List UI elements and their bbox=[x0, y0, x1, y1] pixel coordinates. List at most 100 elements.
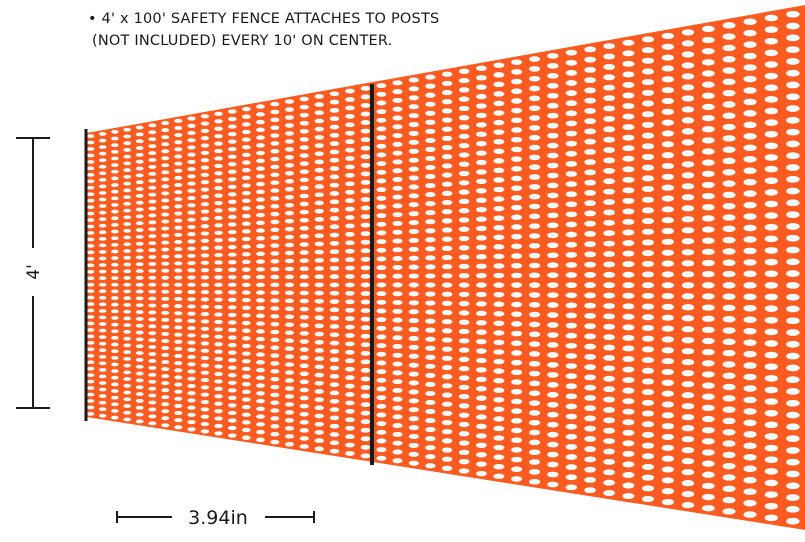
mesh-opening bbox=[493, 311, 505, 317]
mesh-opening bbox=[425, 192, 436, 198]
mesh-opening bbox=[425, 372, 436, 378]
mesh-opening bbox=[284, 354, 295, 359]
mesh-opening bbox=[641, 389, 655, 396]
mesh-opening bbox=[565, 171, 578, 177]
mesh-opening bbox=[148, 289, 157, 294]
mesh-opening bbox=[174, 168, 183, 173]
mesh-opening bbox=[475, 320, 487, 326]
mesh-opening bbox=[786, 234, 800, 242]
mesh-opening bbox=[392, 185, 403, 191]
mesh-opening bbox=[98, 374, 107, 379]
mesh-opening bbox=[458, 198, 470, 204]
mesh-opening bbox=[681, 447, 695, 454]
mesh-opening bbox=[681, 359, 695, 366]
mesh-opening bbox=[360, 111, 371, 117]
mesh-opening bbox=[376, 421, 387, 427]
mesh-opening bbox=[743, 431, 757, 438]
mesh-opening bbox=[187, 297, 196, 302]
mesh-opening bbox=[123, 390, 132, 395]
mesh-opening bbox=[241, 313, 251, 318]
mesh-opening bbox=[528, 361, 541, 367]
mesh-opening bbox=[622, 124, 635, 131]
mesh-opening bbox=[135, 371, 144, 376]
mesh-opening bbox=[200, 414, 210, 419]
mesh-opening bbox=[547, 401, 559, 408]
mesh-opening bbox=[622, 356, 635, 362]
mesh-opening bbox=[376, 221, 387, 227]
mesh-opening bbox=[458, 235, 470, 242]
mesh-opening bbox=[98, 361, 107, 366]
mesh-opening bbox=[360, 453, 371, 459]
mesh-opening bbox=[123, 215, 132, 220]
mesh-opening bbox=[187, 427, 196, 432]
mesh-opening bbox=[98, 171, 107, 176]
mesh-opening bbox=[87, 373, 95, 377]
mesh-opening bbox=[148, 213, 157, 218]
mesh-opening bbox=[376, 325, 387, 331]
mesh-opening bbox=[187, 405, 196, 410]
mesh-opening bbox=[376, 169, 387, 175]
mesh-opening bbox=[314, 331, 324, 337]
mesh-opening bbox=[135, 344, 144, 349]
mesh-opening bbox=[458, 245, 470, 251]
mesh-opening bbox=[622, 113, 635, 120]
mesh-opening bbox=[764, 328, 778, 336]
mesh-opening bbox=[475, 244, 487, 251]
mesh-opening bbox=[786, 494, 800, 501]
mesh-opening bbox=[584, 108, 596, 114]
mesh-opening bbox=[284, 147, 295, 152]
mesh-opening bbox=[475, 395, 487, 401]
mesh-opening bbox=[722, 429, 736, 436]
mesh-opening bbox=[174, 425, 183, 430]
mesh-opening bbox=[565, 342, 578, 349]
mesh-opening bbox=[228, 267, 237, 272]
mesh-opening bbox=[786, 246, 800, 254]
mesh-opening bbox=[743, 499, 757, 507]
mesh-opening bbox=[764, 223, 778, 231]
mesh-opening bbox=[722, 383, 736, 391]
mesh-opening bbox=[641, 410, 655, 417]
mesh-opening bbox=[228, 335, 237, 340]
mesh-opening bbox=[493, 167, 505, 174]
mesh-opening bbox=[214, 215, 223, 220]
mesh-opening bbox=[475, 348, 487, 354]
mesh-opening bbox=[565, 383, 578, 390]
mesh-opening bbox=[528, 449, 541, 455]
mesh-opening bbox=[392, 141, 403, 147]
mesh-opening bbox=[475, 404, 487, 411]
mesh-opening bbox=[743, 408, 757, 415]
mesh-opening bbox=[622, 440, 635, 447]
mesh-opening bbox=[228, 297, 237, 303]
mesh-opening bbox=[284, 290, 295, 296]
mesh-opening bbox=[148, 414, 157, 419]
mesh-opening bbox=[299, 331, 309, 336]
mesh-opening bbox=[174, 161, 183, 166]
mesh-opening bbox=[493, 215, 505, 221]
mesh-opening bbox=[493, 91, 505, 97]
mesh-opening bbox=[392, 203, 403, 209]
mesh-opening bbox=[425, 201, 436, 207]
mesh-opening bbox=[376, 195, 387, 201]
mesh-opening bbox=[743, 18, 757, 25]
mesh-opening bbox=[329, 398, 340, 404]
mesh-opening bbox=[786, 352, 800, 360]
mesh-opening bbox=[148, 303, 157, 308]
mesh-opening bbox=[314, 356, 324, 361]
mesh-opening bbox=[360, 444, 371, 450]
mesh-opening bbox=[111, 342, 119, 347]
mesh-opening bbox=[622, 334, 635, 341]
mesh-opening bbox=[241, 183, 251, 188]
mesh-opening bbox=[284, 234, 295, 240]
mesh-opening bbox=[87, 379, 95, 384]
mesh-opening bbox=[360, 274, 371, 279]
mesh-opening bbox=[148, 171, 157, 176]
mesh-opening bbox=[135, 125, 144, 130]
mesh-opening bbox=[111, 216, 119, 221]
mesh-opening bbox=[493, 330, 505, 336]
mesh-opening bbox=[392, 344, 403, 349]
mesh-opening bbox=[241, 114, 251, 119]
mesh-opening bbox=[641, 68, 655, 75]
mesh-opening bbox=[701, 25, 715, 33]
fence-caption: • 4' x 100' SAFETY FENCE ATTACHES TO POS… bbox=[88, 8, 439, 52]
mesh-opening bbox=[661, 87, 675, 94]
